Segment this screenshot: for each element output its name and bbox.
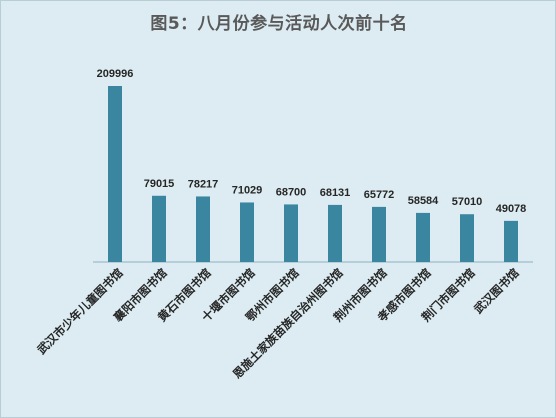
bar-9	[504, 220, 518, 262]
x-tick-label-9: 武汉图书馆	[471, 265, 522, 316]
bar-8	[460, 214, 474, 262]
data-label-3: 71029	[232, 184, 263, 196]
bar-4	[284, 204, 298, 262]
bar-5	[328, 204, 342, 262]
bar-6	[372, 206, 386, 262]
bar-1	[152, 195, 166, 262]
data-label-6: 65772	[364, 189, 395, 201]
x-tick-label-0: 武汉市少年儿童图书馆	[34, 265, 126, 357]
data-label-1: 79015	[144, 178, 175, 190]
bar-2	[196, 196, 210, 262]
data-label-9: 49078	[496, 203, 527, 215]
data-label-0: 209996	[97, 68, 134, 80]
bar-3	[240, 202, 254, 262]
bar-7	[416, 212, 430, 262]
data-label-7: 58584	[408, 195, 439, 207]
data-label-8: 57010	[452, 196, 483, 208]
data-label-2: 78217	[188, 178, 219, 190]
chart-title: 图5：八月份参与活动人次前十名	[150, 14, 408, 34]
data-label-5: 68131	[320, 187, 351, 199]
data-label-4: 68700	[276, 186, 307, 198]
bar-0	[108, 86, 122, 262]
